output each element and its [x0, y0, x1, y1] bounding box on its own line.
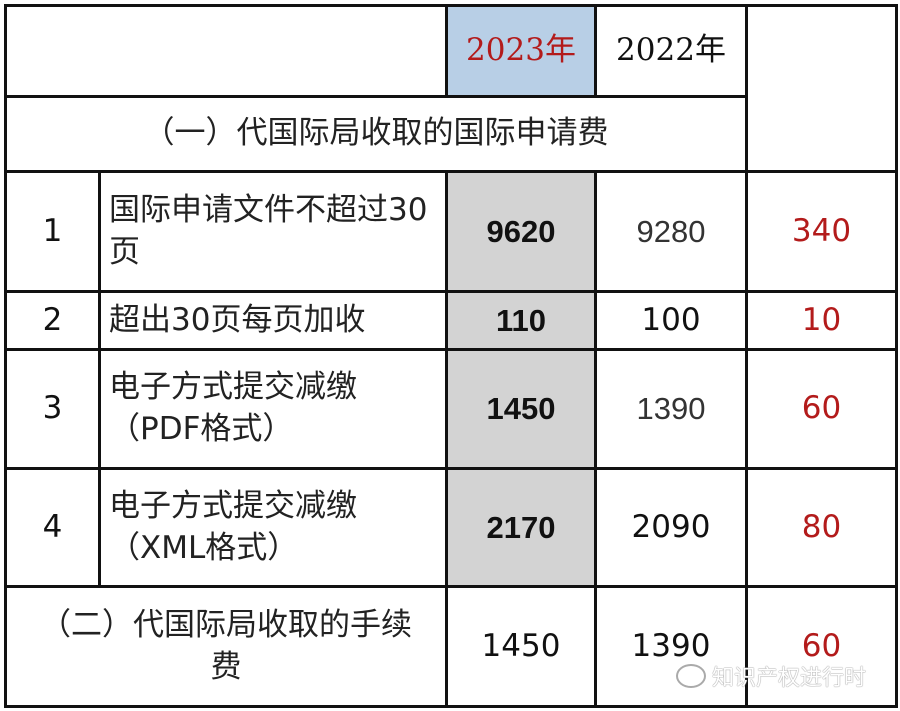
row-2022: 9280	[594, 170, 748, 293]
row-number: 4	[4, 467, 101, 588]
row-2022: 100	[594, 290, 748, 351]
watermark: 知识产权进行时	[676, 660, 866, 692]
row-number: 3	[4, 348, 101, 470]
row-2023: 2170	[445, 467, 597, 588]
row-2023: 9620	[445, 170, 597, 293]
section2-title: （二）代国际局收取的手续费	[4, 585, 448, 708]
row-number: 2	[4, 290, 101, 351]
header-empty-cell	[4, 4, 448, 98]
fee-comparison-table: 2023年 2022年 （一）代国际局收取的国际申请费 1 国际申请文件不超过3…	[4, 4, 898, 708]
section2-row: （二）代国际局收取的手续费 1450 1390 60	[4, 585, 898, 708]
row-diff: 10	[745, 290, 898, 351]
section2-diff: 60	[745, 585, 898, 708]
row-diff: 340	[745, 170, 898, 293]
section-row: （一）代国际局收取的国际申请费	[4, 95, 897, 173]
section2-2023: 1450	[445, 585, 597, 708]
table-row: 3 电子方式提交减缴（PDF格式） 1450 1390 60	[4, 348, 898, 470]
row-item: 超出30页每页加收	[98, 290, 448, 351]
header-2022: 2022年	[594, 4, 748, 98]
row-item: 电子方式提交减缴（XML格式）	[98, 467, 448, 588]
row-2023: 110	[445, 290, 597, 351]
row-2022: 2090	[594, 467, 748, 588]
row-diff: 80	[745, 467, 898, 588]
section1-title: （一）代国际局收取的国际申请费	[4, 95, 748, 173]
row-diff: 60	[745, 348, 898, 470]
row-item: 电子方式提交减缴（PDF格式）	[98, 348, 448, 470]
row-2022: 1390	[594, 348, 748, 470]
header-diff-cell	[745, 4, 898, 173]
table-row: 1 国际申请文件不超过30页 9620 9280 340	[4, 170, 898, 293]
watermark-text: 知识产权进行时	[712, 666, 867, 691]
table-row: 2 超出30页每页加收 110 100 10	[4, 290, 898, 351]
table-row: 4 电子方式提交减缴（XML格式） 2170 2090 80	[4, 467, 898, 588]
row-number: 1	[4, 170, 101, 293]
header-2023: 2023年	[445, 4, 597, 98]
section2-2022: 1390	[594, 585, 748, 708]
header-row: 2023年 2022年	[4, 4, 898, 173]
row-2023: 1450	[445, 348, 597, 470]
wechat-icon	[676, 664, 706, 688]
row-item: 国际申请文件不超过30页	[98, 170, 448, 293]
